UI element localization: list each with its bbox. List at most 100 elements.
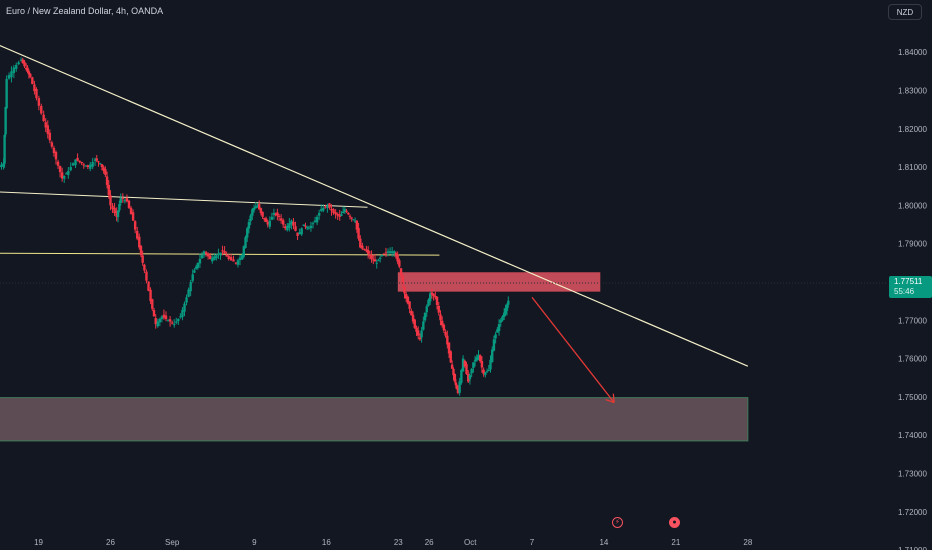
candle-body (71, 163, 75, 166)
candle-body (479, 355, 482, 362)
candle-body (307, 228, 311, 230)
candle-body (465, 364, 468, 374)
time-axis[interactable]: 19 26 Sep 9 16 23 26 Oct 7 14 21 28 (34, 538, 753, 547)
candle-body (99, 163, 102, 165)
candle-body (272, 213, 276, 215)
currency-button[interactable]: NZD (888, 4, 922, 20)
candle-body (422, 321, 425, 330)
time-tick-label: 26 (106, 538, 115, 547)
candle-body (194, 266, 198, 269)
candle-body (29, 73, 32, 78)
candle-body (328, 203, 331, 208)
last-price-badge: 1.77511 55:46 (889, 276, 932, 298)
candle-body (58, 166, 62, 173)
time-tick-label: Sep (165, 538, 180, 547)
candle-body (35, 88, 38, 99)
lightning-icon[interactable]: ⚡︎ (612, 517, 623, 528)
candle-body (44, 122, 47, 128)
candle-body (156, 321, 159, 327)
candle-body (227, 255, 230, 259)
candle-body (91, 161, 94, 167)
candle-body (268, 220, 272, 227)
candle-body (480, 361, 484, 368)
candle-body (484, 372, 487, 376)
candle-body (223, 250, 226, 254)
candle-body (219, 252, 222, 256)
candle-body (477, 354, 480, 360)
candle-body (240, 255, 244, 260)
candle-body (304, 225, 307, 227)
candle-body (437, 305, 440, 313)
candle-body (19, 59, 23, 61)
candle-body (138, 236, 141, 248)
candle-body (116, 210, 120, 218)
candle-body (320, 209, 323, 211)
dividend-icon[interactable]: ● (669, 517, 680, 528)
candle-body (324, 206, 327, 208)
candle-body (286, 225, 289, 231)
candle-body (290, 220, 293, 225)
candle-body (31, 77, 34, 85)
candle-body (166, 320, 170, 322)
candle-body (54, 151, 58, 160)
candle-body (284, 226, 287, 229)
candle-body (507, 300, 510, 305)
candle-body (489, 359, 492, 370)
zones-layer (0, 272, 749, 442)
price-tick-label: 1.73000 (898, 469, 927, 478)
candle-body (487, 370, 490, 372)
candle-body (244, 237, 247, 248)
candle-body (118, 204, 121, 211)
candle-body (399, 268, 403, 276)
price-tick-label: 1.84000 (898, 48, 927, 57)
candle-body (463, 360, 466, 367)
candle-body (145, 271, 148, 281)
candle-body (427, 299, 430, 306)
candle-body (396, 254, 399, 262)
candle-body (499, 320, 502, 323)
price-axis[interactable]: 1.84000 1.83000 1.82000 1.81000 1.80000 1.790… (898, 48, 927, 550)
candle-body (3, 135, 6, 164)
candle-body (348, 215, 352, 217)
arrow-head (605, 398, 615, 404)
candle-body (200, 255, 204, 259)
candle-body (33, 84, 36, 92)
price-tick-label: 1.77000 (898, 316, 927, 325)
candle-body (93, 159, 97, 161)
candle-body (482, 369, 485, 374)
candle-body (444, 331, 447, 336)
candle-body (458, 381, 461, 393)
candle-body (505, 304, 509, 311)
candle-body (439, 314, 442, 321)
candle-body (229, 256, 233, 261)
candle-body (353, 220, 357, 222)
price-tick-label: 1.72000 (898, 508, 927, 517)
candle-body (372, 259, 375, 261)
candle-body (115, 210, 118, 217)
price-tick-label: 1.81000 (898, 163, 927, 172)
price-tick-label: 1.71000 (898, 546, 927, 550)
candle-body (63, 175, 66, 179)
candle-body (326, 205, 329, 208)
support-zone (0, 397, 749, 442)
candle-body (332, 209, 335, 214)
last-price-value: 1.77511 (894, 277, 923, 286)
candle-body (26, 67, 29, 72)
candle-body (492, 339, 496, 351)
candle-body (473, 359, 477, 362)
candle-body (368, 254, 372, 257)
candle-body (232, 259, 235, 262)
candle-body (355, 220, 359, 230)
candle-body (127, 200, 131, 208)
candle-body (221, 250, 224, 252)
candle-body (100, 164, 104, 168)
candle-body (423, 312, 427, 321)
price-tick-label: 1.75000 (898, 393, 927, 402)
time-tick-label: 19 (34, 538, 43, 547)
candle-body (305, 227, 309, 229)
candle-body (48, 132, 52, 141)
candle-body (2, 163, 5, 167)
candle-body (86, 165, 90, 168)
candle-body (170, 322, 174, 324)
